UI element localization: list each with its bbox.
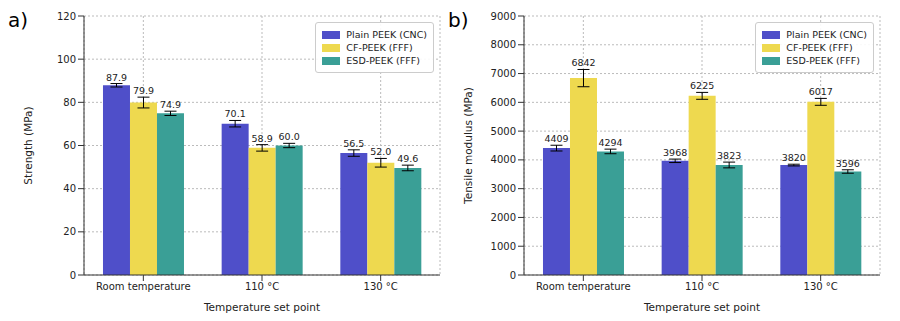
svg-text:56.5: 56.5 [343, 138, 364, 149]
svg-text:8000: 8000 [491, 39, 516, 50]
svg-text:6842: 6842 [571, 57, 595, 68]
svg-text:79.9: 79.9 [133, 85, 154, 96]
svg-text:Temperature set point: Temperature set point [643, 301, 760, 313]
svg-text:60.0: 60.0 [279, 131, 300, 142]
svg-text:20: 20 [63, 226, 76, 237]
svg-text:110 °C: 110 °C [245, 281, 279, 292]
svg-text:130 °C: 130 °C [364, 281, 398, 292]
svg-text:Room temperature: Room temperature [536, 281, 631, 292]
svg-text:3823: 3823 [717, 150, 741, 161]
svg-text:6000: 6000 [491, 97, 516, 108]
svg-text:7000: 7000 [491, 68, 516, 79]
svg-text:80: 80 [63, 97, 76, 108]
svg-text:Temperature set point: Temperature set point [203, 301, 320, 313]
svg-text:4409: 4409 [544, 133, 568, 144]
svg-text:Tensile modulus (MPa): Tensile modulus (MPa) [462, 87, 474, 205]
svg-text:58.9: 58.9 [252, 133, 273, 144]
svg-text:87.9: 87.9 [106, 72, 127, 83]
html-text:a): a) [8, 8, 29, 32]
html-text:Plain PEEK (CNC): Plain PEEK (CNC) [346, 29, 427, 40]
html-text:ESD-PEEK (FFF): ESD-PEEK (FFF) [786, 55, 860, 66]
svg-text:49.6: 49.6 [397, 153, 418, 164]
svg-text:6017: 6017 [809, 86, 833, 97]
html-text:CF-PEEK (FFF): CF-PEEK (FFF) [786, 42, 853, 53]
svg-text:4000: 4000 [491, 154, 516, 165]
svg-text:60: 60 [63, 140, 76, 151]
svg-text:2000: 2000 [491, 212, 516, 223]
svg-text:3968: 3968 [663, 147, 687, 158]
svg-text:74.9: 74.9 [160, 99, 181, 110]
svg-text:3820: 3820 [782, 152, 806, 163]
svg-text:0: 0 [70, 270, 76, 281]
svg-text:100: 100 [57, 54, 76, 65]
svg-text:3000: 3000 [491, 183, 516, 194]
html-text:ESD-PEEK (FFF): ESD-PEEK (FFF) [346, 55, 420, 66]
svg-text:52.0: 52.0 [370, 146, 391, 157]
html-text:b): b) [448, 8, 469, 32]
svg-text:1000: 1000 [491, 241, 516, 252]
svg-text:Room temperature: Room temperature [96, 281, 191, 292]
svg-text:120: 120 [57, 11, 76, 22]
svg-text:4294: 4294 [598, 137, 622, 148]
svg-text:9000: 9000 [491, 11, 516, 22]
svg-text:Strength (MPa): Strength (MPa) [22, 106, 34, 184]
svg-text:3596: 3596 [836, 158, 860, 169]
svg-text:6225: 6225 [690, 80, 714, 91]
svg-text:110 °C: 110 °C [685, 281, 719, 292]
svg-text:5000: 5000 [491, 126, 516, 137]
svg-text:0: 0 [510, 270, 516, 281]
svg-text:70.1: 70.1 [225, 108, 246, 119]
html-text:Plain PEEK (CNC): Plain PEEK (CNC) [786, 29, 867, 40]
svg-text:40: 40 [63, 183, 76, 194]
svg-text:130 °C: 130 °C [804, 281, 838, 292]
html-text:CF-PEEK (FFF): CF-PEEK (FFF) [346, 42, 413, 53]
